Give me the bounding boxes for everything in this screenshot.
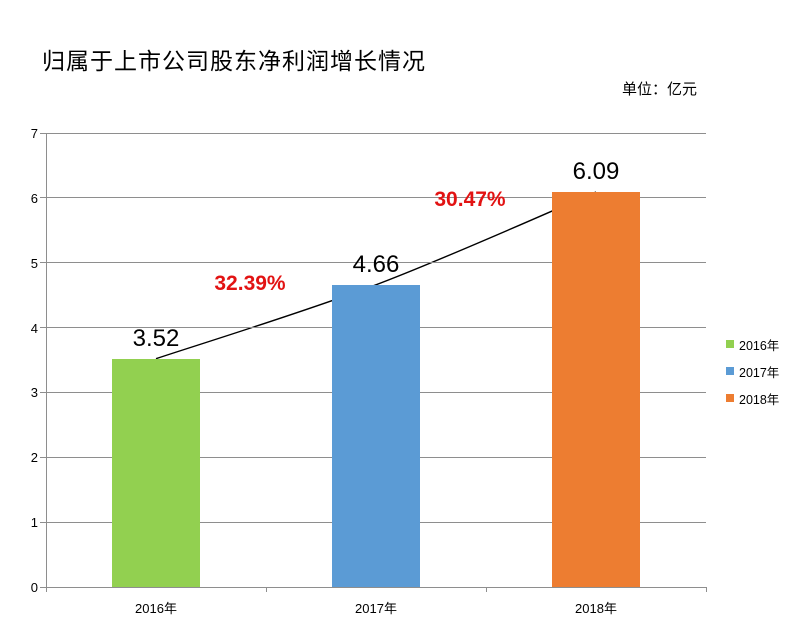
gridline bbox=[46, 262, 706, 264]
y-tick bbox=[40, 586, 46, 588]
legend-label: 2018年 bbox=[739, 392, 780, 407]
x-tick bbox=[705, 587, 707, 592]
y-tick bbox=[40, 391, 46, 393]
gridline bbox=[46, 197, 706, 199]
growth-rate-label: 30.47% bbox=[434, 188, 506, 212]
y-tick bbox=[40, 456, 46, 458]
y-tick bbox=[40, 132, 46, 134]
y-axis-tick-label: 4 bbox=[30, 320, 38, 336]
plot-area: 3.52 4.66 6.09 32.39% 30.47% bbox=[40, 132, 707, 592]
y-axis-tick-label: 7 bbox=[30, 126, 38, 141]
y-axis-line bbox=[46, 133, 47, 592]
legend-item-2017: 2017年 bbox=[726, 364, 780, 380]
y-tick bbox=[40, 197, 46, 199]
x-axis-line bbox=[46, 586, 706, 588]
legend-swatch-icon bbox=[726, 367, 734, 375]
legend-label: 2016年 bbox=[739, 338, 780, 353]
bar-2018 bbox=[552, 192, 640, 587]
x-tick bbox=[485, 587, 487, 592]
y-tick bbox=[40, 521, 46, 523]
y-axis-tick-label: 5 bbox=[30, 255, 38, 271]
growth-rate-label: 32.39% bbox=[214, 271, 286, 295]
gridline bbox=[46, 132, 706, 134]
legend-swatch-icon bbox=[726, 340, 734, 348]
legend: 2016年 2017年 2018年 bbox=[726, 337, 779, 418]
bar-2017 bbox=[332, 284, 420, 587]
y-axis-tick-label: 0 bbox=[30, 580, 38, 595]
y-axis-tick-label: 2 bbox=[30, 450, 38, 466]
y-axis-tick-label: 1 bbox=[30, 515, 38, 531]
bar-value-label: 6.09 bbox=[572, 158, 620, 186]
legend-label: 2017年 bbox=[739, 365, 780, 380]
y-tick bbox=[40, 327, 46, 329]
y-tick bbox=[40, 262, 46, 264]
x-axis-category-label: 2018年 bbox=[575, 601, 617, 616]
y-axis-tick-label: 6 bbox=[30, 190, 38, 206]
legend-item-2018: 2018年 bbox=[726, 391, 780, 407]
unit-label: 单位：亿元 bbox=[622, 81, 698, 98]
legend-swatch-icon bbox=[726, 394, 734, 402]
y-axis-tick-label: 3 bbox=[30, 385, 38, 401]
legend-item-2016: 2016年 bbox=[726, 337, 780, 353]
x-tick bbox=[265, 587, 267, 592]
bar-2016 bbox=[112, 358, 200, 587]
bar-value-label: 4.66 bbox=[352, 250, 400, 278]
x-axis-category-label: 2017年 bbox=[355, 601, 397, 616]
chart-title: 归属于上市公司股东净利润增长情况 bbox=[42, 48, 426, 74]
bar-value-label: 3.52 bbox=[132, 324, 180, 352]
x-axis-category-label: 2016年 bbox=[135, 601, 177, 616]
